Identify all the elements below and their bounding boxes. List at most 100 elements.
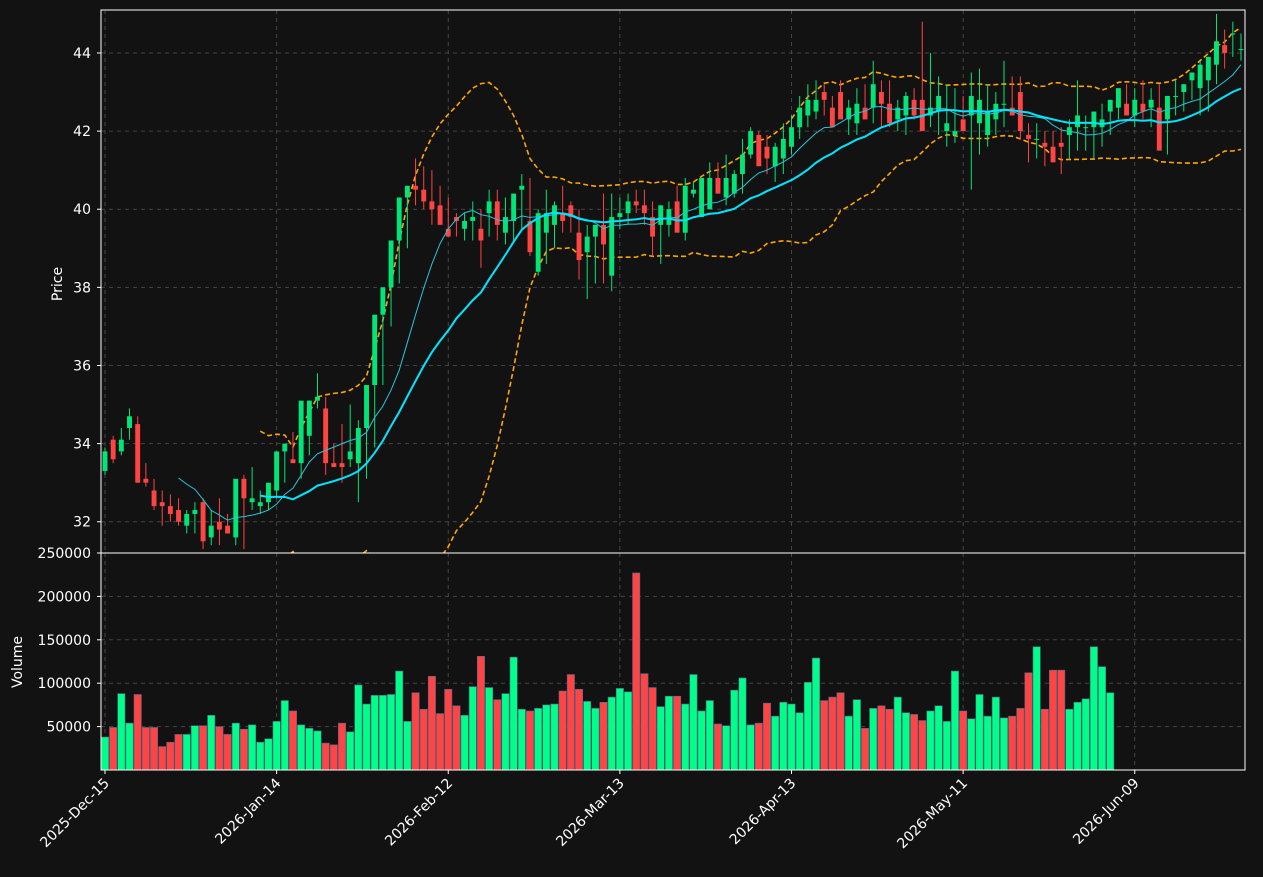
volume-bar — [640, 673, 649, 770]
volume-bar — [656, 706, 665, 770]
volume-bar — [1089, 646, 1098, 770]
candle-body — [968, 95, 974, 116]
volume-bar — [664, 695, 673, 770]
candle-body — [740, 154, 745, 175]
volume-bar — [624, 691, 633, 770]
volume-bar — [223, 734, 232, 770]
candle-body — [690, 189, 696, 194]
candle-body — [1197, 64, 1203, 89]
volume-bar — [648, 687, 657, 770]
volume-bar — [501, 693, 510, 770]
candle-body — [707, 177, 713, 210]
candle-body — [241, 478, 247, 499]
candle-body — [257, 502, 263, 507]
volume-bar — [436, 713, 445, 770]
volume-bar — [354, 684, 363, 770]
candle-body — [535, 213, 541, 272]
volume-bar — [517, 708, 526, 770]
volume-bar — [689, 674, 698, 770]
price-tick-label: 44 — [73, 46, 91, 62]
volume-bar — [705, 700, 714, 770]
volume-bar — [730, 689, 739, 770]
candle-body — [887, 103, 893, 124]
candle-body — [1034, 138, 1040, 140]
volume-bar — [852, 699, 861, 770]
volume-bar — [1000, 717, 1008, 770]
candle-body — [592, 224, 598, 237]
volume-bar — [763, 702, 771, 770]
volume-bar — [370, 695, 379, 770]
volume-bar — [836, 692, 845, 770]
candle-body — [388, 240, 394, 288]
volume-bar — [526, 710, 534, 770]
volume-bar — [1024, 672, 1033, 770]
volume-bar — [861, 728, 870, 770]
candle-body — [560, 213, 566, 221]
volume-bar — [387, 694, 396, 770]
candle-body — [797, 107, 803, 128]
candle-body — [789, 127, 794, 147]
candle-body — [829, 107, 835, 128]
candle-body — [658, 205, 664, 225]
candle-body — [1091, 111, 1097, 128]
candle-body — [682, 185, 688, 233]
candle-body — [233, 478, 239, 538]
volume-tick-label: 250000 — [38, 546, 91, 562]
candle-body — [118, 439, 124, 452]
candle-body — [1189, 72, 1195, 81]
candle-body — [821, 92, 827, 100]
volume-axis-label: Volume — [10, 636, 26, 688]
candle-body — [135, 424, 141, 483]
price-tick-label: 38 — [73, 280, 91, 296]
volume-bar — [133, 694, 142, 770]
volume-bar — [1057, 669, 1066, 770]
volume-bar — [166, 741, 175, 770]
moving-averages — [178, 64, 1242, 521]
price-tick-label: 42 — [73, 124, 91, 140]
candle-body — [127, 416, 132, 428]
volume-bar — [828, 696, 837, 770]
candle-body — [764, 146, 770, 159]
volume-bar — [632, 572, 641, 770]
candle-body — [715, 177, 721, 194]
volume-bar — [754, 722, 763, 770]
candle-body — [1156, 107, 1162, 151]
candle-body — [486, 201, 492, 214]
candle-body — [306, 400, 312, 436]
volume-bar — [109, 727, 118, 770]
volume-bar — [419, 708, 428, 770]
volume-bar — [476, 655, 485, 770]
candle-body — [421, 189, 427, 202]
candle-body — [200, 502, 206, 542]
candle-body — [404, 185, 410, 198]
candle-body — [1042, 142, 1048, 147]
volume-bar — [1016, 708, 1025, 770]
ma-long-line — [260, 87, 1242, 501]
volume-bar — [256, 741, 265, 770]
candle-body — [985, 111, 991, 136]
candle-body — [805, 99, 811, 116]
candle-body — [102, 451, 108, 471]
candle-body — [503, 217, 508, 233]
candle-body — [396, 197, 402, 241]
candle-body — [772, 146, 778, 167]
candle-body — [1222, 45, 1228, 53]
volume-bar — [468, 686, 477, 770]
candle-body — [936, 95, 942, 112]
candle-body — [176, 510, 182, 522]
volume-bar — [942, 721, 951, 770]
candle-body — [339, 463, 345, 468]
candle-body — [903, 95, 909, 116]
volume-bar — [199, 725, 208, 770]
volume-bar — [411, 692, 420, 770]
candle-body — [633, 201, 639, 206]
volume-bar — [877, 705, 886, 770]
candle-body — [413, 185, 419, 190]
volume-bar — [918, 720, 927, 770]
candle-body — [266, 482, 271, 503]
volume-bar — [1008, 715, 1017, 770]
volume-bar — [991, 696, 1000, 770]
volume-bar — [1065, 708, 1074, 770]
